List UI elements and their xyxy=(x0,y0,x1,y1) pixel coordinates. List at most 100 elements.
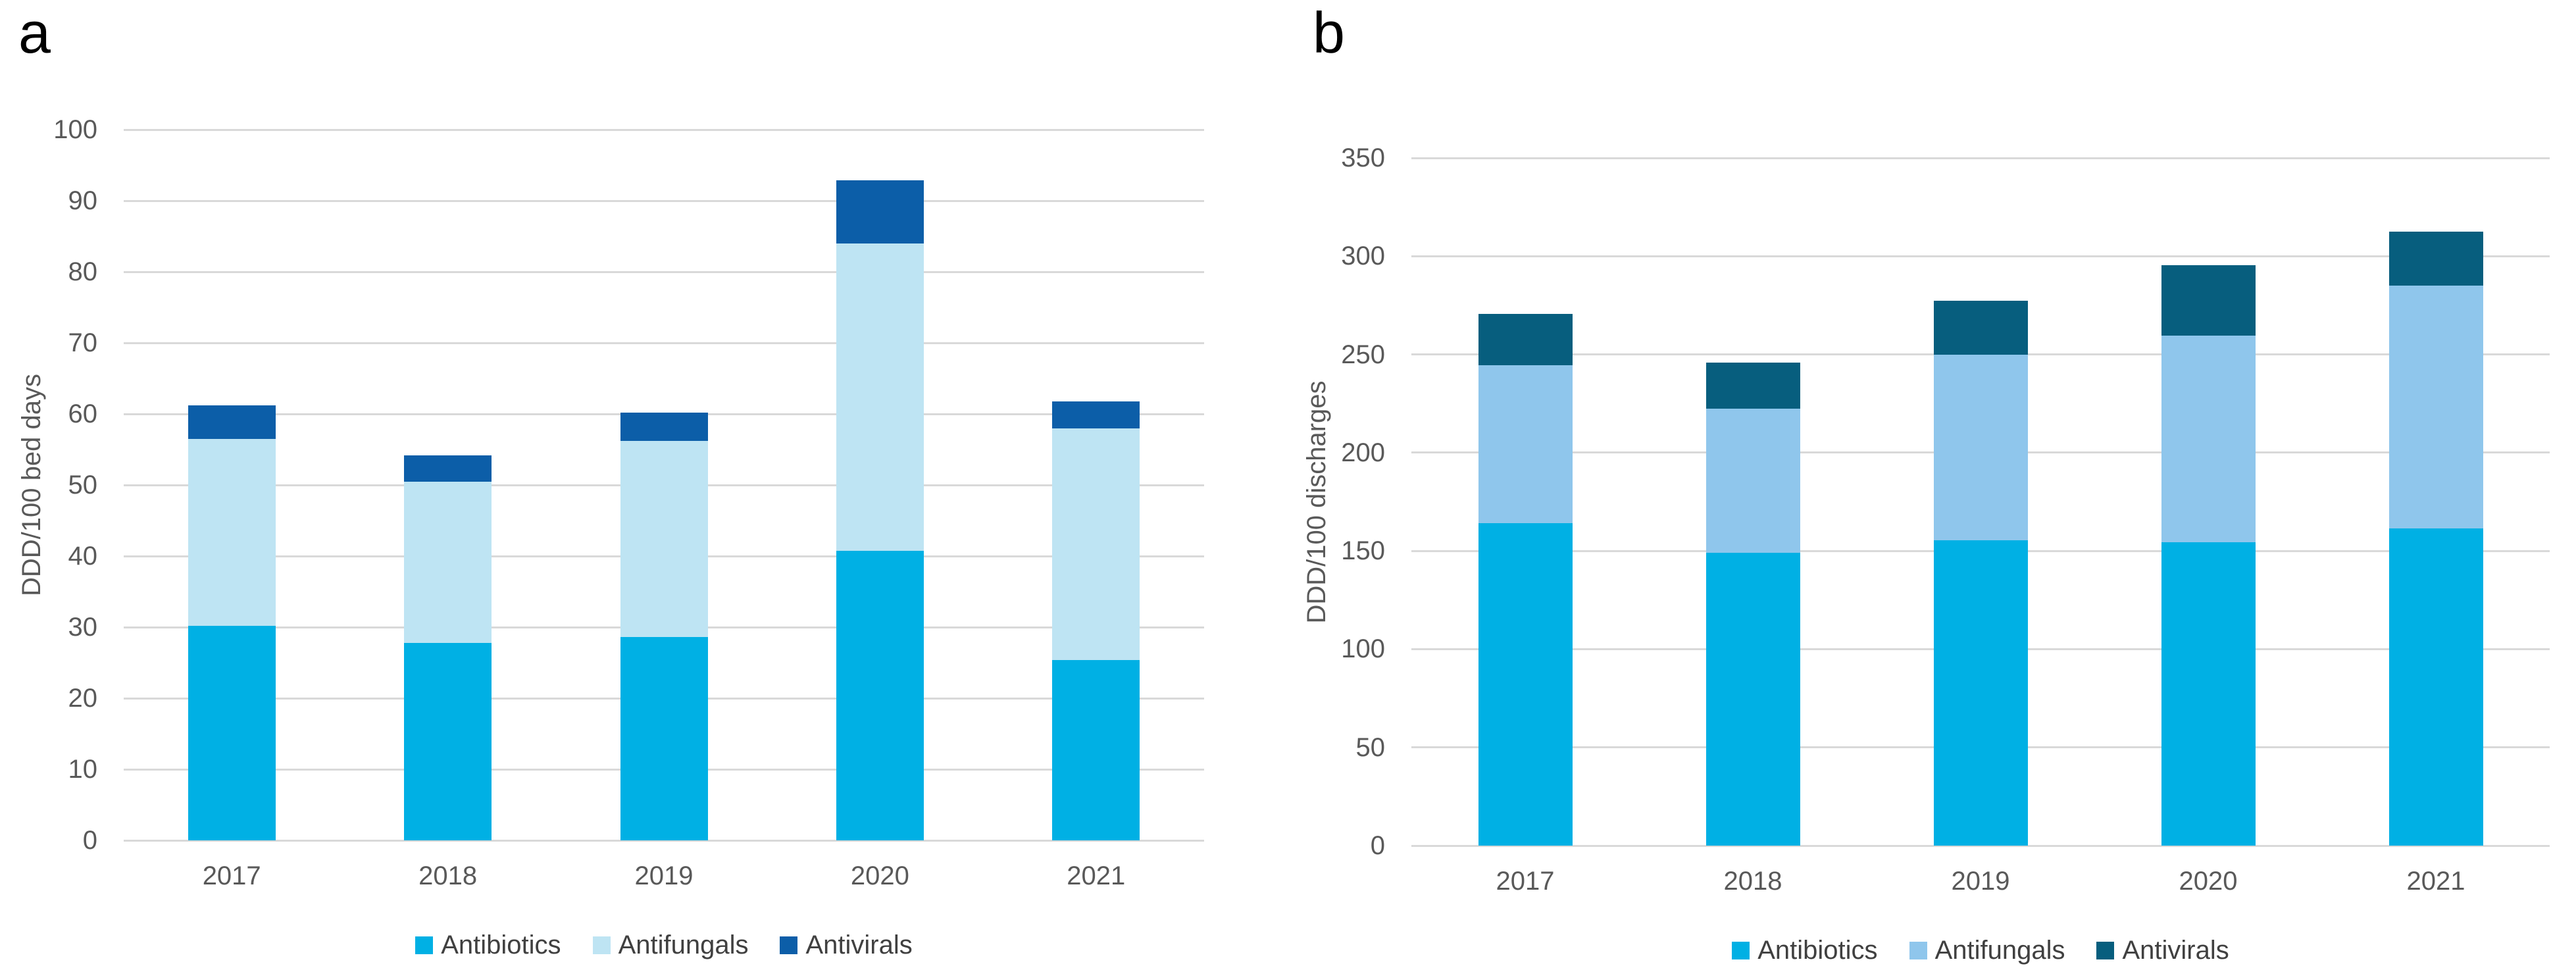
y-tick-label-0: 0 xyxy=(82,826,97,855)
gridline-90 xyxy=(124,199,1204,202)
legend-b: Antibiotics Antifungals Antivirals xyxy=(1411,935,2550,965)
bar-segment-antibiotics-2017 xyxy=(188,625,276,840)
bar-segment-antivirals-2020 xyxy=(2161,265,2256,336)
bar-segment-antivirals-2019 xyxy=(620,412,708,442)
x-axis-label-2021: 2021 xyxy=(1067,861,1126,890)
bar-segment-antivirals-2018 xyxy=(404,455,492,482)
gridline-70 xyxy=(124,342,1204,344)
bar-segment-antibiotics-2020 xyxy=(836,551,924,840)
legend-label-antivirals: Antivirals xyxy=(805,931,913,959)
panel-a: a DDD/100 bed days 0 10 20 30 40 50 60 70 80 90 10… xyxy=(17,0,1204,960)
legend-entry-antibiotics: Antibiotics xyxy=(415,930,561,960)
x-axis-label-2021: 2021 xyxy=(2406,867,2465,896)
y-tick-label-40: 40 xyxy=(68,542,98,571)
legend-swatch-antibiotics xyxy=(1732,941,1750,959)
legend-label-antifungals: Antifungals xyxy=(618,931,749,959)
bar-stack-2021 xyxy=(1052,401,1140,840)
panel-b: b DDD/100 discharges 0 50 100 150 200 250 300 3… xyxy=(1288,0,2575,970)
plot-area-a xyxy=(124,128,1204,842)
bar-segment-antibiotics-2017 xyxy=(1478,523,1573,846)
legend-swatch-antibiotics xyxy=(415,936,434,954)
gridline-0 xyxy=(1411,844,2550,847)
bar-stack-2020 xyxy=(2161,265,2256,846)
gridline-350 xyxy=(1411,157,2550,159)
bar-segment-antifungals-2018 xyxy=(1705,408,1800,553)
y-tick-label-0: 0 xyxy=(1370,831,1385,860)
bar-segment-antibiotics-2019 xyxy=(1933,540,2028,846)
bar-segment-antifungals-2021 xyxy=(1052,428,1140,660)
bar-stack-2020 xyxy=(836,180,924,840)
bar-stack-2019 xyxy=(620,412,708,840)
bar-segment-antivirals-2017 xyxy=(1478,314,1573,365)
y-tick-label-60: 60 xyxy=(68,399,98,428)
bar-segment-antifungals-2020 xyxy=(836,243,924,551)
y-tick-label-20: 20 xyxy=(68,684,98,713)
y-tick-label-80: 80 xyxy=(68,257,98,286)
y-tick-label-70: 70 xyxy=(68,328,98,357)
x-axis-label-2017: 2017 xyxy=(1496,867,1555,896)
y-tick-label-200: 200 xyxy=(1341,438,1385,467)
bar-segment-antibiotics-2019 xyxy=(620,637,708,840)
x-axis-label-2018: 2018 xyxy=(1723,867,1782,896)
x-axis-label-2019: 2019 xyxy=(1951,867,2010,896)
bar-segment-antifungals-2019 xyxy=(620,441,708,638)
legend-entry-antibiotics: Antibiotics xyxy=(1732,935,1878,965)
bar-segment-antifungals-2019 xyxy=(1933,354,2028,540)
gridline-100 xyxy=(124,128,1204,131)
y-tick-label-50: 50 xyxy=(1355,732,1386,762)
bar-stack-2017 xyxy=(1478,314,1573,846)
bar-segment-antibiotics-2018 xyxy=(1705,553,1800,846)
legend-swatch-antifungals xyxy=(592,936,611,954)
legend-label-antibiotics: Antibiotics xyxy=(1757,936,1878,965)
bar-segment-antifungals-2018 xyxy=(404,481,492,643)
legend-label-antibiotics: Antibiotics xyxy=(441,931,561,959)
x-axis-label-2017: 2017 xyxy=(202,861,261,890)
gridline-80 xyxy=(124,270,1204,273)
legend-a: Antibiotics Antifungals Antivirals xyxy=(124,930,1204,960)
legend-label-antifungals: Antifungals xyxy=(1934,936,2065,965)
legend-entry-antivirals: Antivirals xyxy=(780,930,913,960)
panel-a-label: a xyxy=(18,0,51,65)
bar-segment-antivirals-2019 xyxy=(1933,300,2028,355)
legend-entry-antifungals: Antifungals xyxy=(1909,935,2065,965)
y-tick-label-250: 250 xyxy=(1341,340,1385,369)
legend-swatch-antifungals xyxy=(1909,941,1927,959)
x-axis-label-2020: 2020 xyxy=(850,861,909,890)
bar-segment-antifungals-2017 xyxy=(1478,365,1573,524)
gridline-300 xyxy=(1411,255,2550,257)
bar-segment-antivirals-2021 xyxy=(2388,231,2483,286)
legend-entry-antivirals: Antivirals xyxy=(2096,935,2229,965)
gridline-0 xyxy=(124,839,1204,842)
bar-segment-antivirals-2020 xyxy=(836,180,924,243)
x-axis-label-2018: 2018 xyxy=(418,861,478,890)
y-tick-label-350: 350 xyxy=(1341,143,1385,172)
bar-segment-antibiotics-2021 xyxy=(2388,528,2483,846)
bar-stack-2021 xyxy=(2388,231,2483,846)
legend-swatch-antivirals xyxy=(2096,941,2115,959)
y-tick-label-90: 90 xyxy=(68,186,98,215)
bar-stack-2018 xyxy=(404,455,492,840)
bar-stack-2018 xyxy=(1705,362,1800,846)
plot-area-b xyxy=(1411,157,2550,847)
legend-entry-antifungals: Antifungals xyxy=(592,930,749,960)
bar-segment-antivirals-2021 xyxy=(1052,401,1140,428)
bar-segment-antibiotics-2018 xyxy=(404,642,492,840)
bar-stack-2017 xyxy=(188,405,276,840)
y-tick-label-50: 50 xyxy=(68,471,98,499)
x-axis-label-2020: 2020 xyxy=(2179,867,2238,896)
y-tick-label-100: 100 xyxy=(53,115,97,144)
y-tick-label-300: 300 xyxy=(1341,242,1385,271)
legend-label-antivirals: Antivirals xyxy=(2122,936,2229,965)
bar-segment-antibiotics-2021 xyxy=(1052,659,1140,840)
bar-stack-2019 xyxy=(1933,300,2028,846)
panel-b-label: b xyxy=(1313,0,1345,65)
bar-segment-antivirals-2018 xyxy=(1705,362,1800,409)
y-tick-label-150: 150 xyxy=(1341,536,1385,566)
bar-segment-antifungals-2017 xyxy=(188,438,276,626)
x-axis-label-2019: 2019 xyxy=(634,861,694,890)
bar-segment-antifungals-2020 xyxy=(2161,336,2256,542)
bar-segment-antibiotics-2020 xyxy=(2161,542,2256,846)
y-tick-label-30: 30 xyxy=(68,613,98,642)
y-tick-label-100: 100 xyxy=(1341,634,1385,664)
